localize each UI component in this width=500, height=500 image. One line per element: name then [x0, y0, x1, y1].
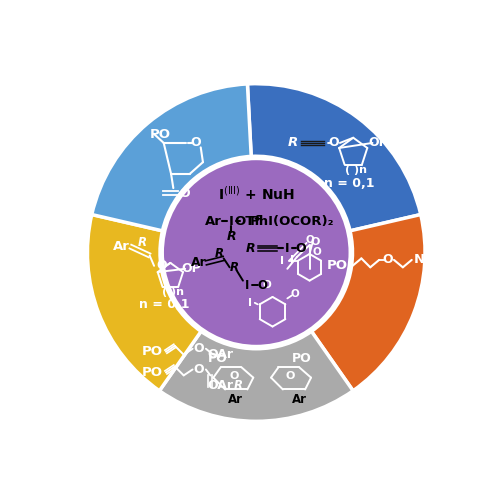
Text: O: O: [257, 278, 267, 291]
Text: O: O: [180, 187, 190, 200]
Text: O: O: [262, 280, 271, 290]
Text: R: R: [230, 261, 238, 274]
Text: OAr: OAr: [208, 380, 234, 392]
Text: PO: PO: [292, 352, 312, 365]
Text: R: R: [214, 248, 224, 260]
Text: Nu: Nu: [414, 254, 434, 266]
Text: O: O: [312, 247, 322, 257]
Wedge shape: [88, 214, 201, 391]
Text: n = 0,1: n = 0,1: [324, 177, 375, 190]
Text: O: O: [328, 136, 340, 149]
Text: O: O: [296, 242, 306, 254]
Text: I$^{\mathsf{(III)}}$ + NuH: I$^{\mathsf{(III)}}$ + NuH: [218, 184, 295, 202]
Text: R: R: [288, 136, 298, 149]
Text: ( )n: ( )n: [162, 288, 184, 298]
Text: PO: PO: [142, 366, 163, 379]
Text: O: O: [311, 237, 320, 247]
Text: PO: PO: [327, 260, 348, 272]
Text: R: R: [226, 230, 236, 242]
Circle shape: [162, 158, 350, 346]
Text: Ar: Ar: [113, 240, 130, 253]
Text: Ar: Ar: [292, 394, 306, 406]
Text: I: I: [290, 255, 294, 265]
Text: PO: PO: [142, 345, 163, 358]
Text: PO: PO: [150, 128, 171, 140]
Wedge shape: [160, 332, 353, 422]
Text: I: I: [245, 278, 250, 291]
Wedge shape: [248, 84, 420, 231]
Text: n = 0,1: n = 0,1: [139, 298, 190, 311]
Text: R: R: [234, 380, 243, 392]
Text: I: I: [285, 242, 290, 254]
Text: OAr: OAr: [208, 348, 234, 361]
Text: I: I: [228, 215, 234, 228]
Text: O: O: [382, 254, 394, 266]
Text: PhI(OCOR)₂: PhI(OCOR)₂: [250, 215, 334, 228]
Text: OP: OP: [368, 136, 388, 149]
Text: R: R: [138, 236, 146, 248]
Text: R: R: [246, 242, 255, 254]
Text: O: O: [305, 235, 314, 245]
Text: O: O: [230, 371, 238, 381]
Text: PO: PO: [208, 352, 228, 365]
Text: I: I: [248, 298, 252, 308]
Text: I: I: [280, 256, 283, 266]
Text: Ar: Ar: [205, 215, 222, 228]
Text: O: O: [156, 260, 167, 272]
Text: O: O: [290, 289, 299, 299]
Wedge shape: [312, 214, 425, 391]
Wedge shape: [92, 84, 251, 231]
Text: OTf: OTf: [234, 215, 260, 228]
Text: O: O: [286, 371, 295, 381]
Text: O: O: [193, 363, 204, 376]
Text: O: O: [190, 136, 201, 149]
Text: O: O: [193, 342, 204, 355]
Text: Ar: Ar: [190, 256, 206, 270]
Text: OP: OP: [181, 262, 201, 276]
Text: Ar: Ar: [228, 394, 243, 406]
Text: ( )n: ( )n: [345, 166, 367, 175]
Wedge shape: [88, 84, 251, 252]
